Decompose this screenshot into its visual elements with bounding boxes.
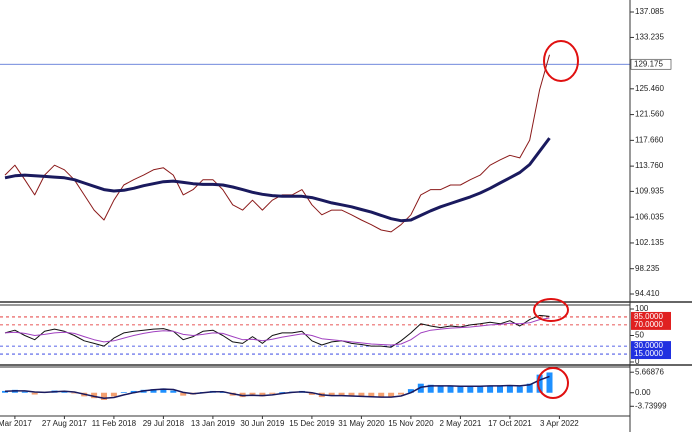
current-price-label-bg	[630, 58, 672, 70]
x-tick-label: Mar 2017	[0, 419, 32, 428]
level-label-bg	[631, 349, 671, 360]
histogram-bar	[170, 390, 177, 393]
histogram-bar	[160, 388, 167, 393]
y-tick-label: 102.135	[635, 238, 664, 247]
x-tick-label: 3 Apr 2022	[540, 419, 579, 428]
level-label-bg	[631, 311, 671, 322]
y-tick-label: 5.66876	[635, 367, 664, 376]
x-tick-label: 15 Dec 2019	[289, 419, 335, 428]
level-label-bg	[631, 341, 671, 352]
y-tick-label: 117.660	[635, 135, 664, 144]
plot-layer: 137.085 133.235 125.460 121.560 117.660 113.7…	[0, 7, 672, 428]
histogram-bar	[71, 392, 78, 394]
histogram-bar	[110, 392, 117, 397]
level-label: 70.0000	[634, 320, 663, 329]
histogram-bar	[130, 390, 137, 393]
histogram-bar	[338, 392, 345, 396]
y-tick-label: 94.410	[635, 289, 660, 298]
y-tick-label: 106.035	[635, 212, 664, 221]
histogram-bar	[526, 383, 533, 393]
series-line	[4, 314, 550, 348]
histogram-bar	[427, 384, 434, 393]
y-tick-label: 125.460	[635, 84, 664, 93]
histogram-bar	[120, 392, 127, 393]
x-tick-label: 13 Jan 2019	[191, 419, 236, 428]
histogram-bar	[506, 385, 513, 393]
histogram-bar	[477, 385, 484, 393]
level-label: 15.0000	[634, 349, 663, 358]
histogram-bar	[150, 389, 157, 393]
x-tick-label: 15 Nov 2020	[388, 419, 434, 428]
histogram-bar	[348, 392, 355, 397]
histogram-bar	[279, 392, 286, 393]
y-tick-label: 113.760	[635, 161, 664, 170]
histogram-bar	[308, 392, 315, 395]
histogram-bar	[447, 385, 454, 393]
histogram-bar	[249, 392, 256, 395]
x-tick-label: 30 Jun 2019	[240, 419, 285, 428]
level-label: 30.0000	[634, 341, 663, 350]
y-tick-label: 100	[635, 304, 649, 313]
y-tick-label: 133.235	[635, 33, 664, 42]
y-tick-label: 50	[635, 331, 644, 340]
histogram-bar	[457, 386, 464, 393]
histogram-bar	[417, 383, 424, 393]
series-line	[4, 137, 551, 223]
highlight-circle	[537, 367, 569, 399]
y-tick-label: -3.73999	[635, 401, 667, 410]
histogram-bar	[259, 392, 266, 397]
series-line	[4, 375, 550, 399]
x-tick-label: 11 Feb 2018	[92, 419, 137, 428]
histogram-bar	[487, 385, 494, 393]
x-tick-label: 2 May 2021	[439, 419, 481, 428]
histogram-bar	[388, 392, 395, 398]
y-tick-label: 109.935	[635, 187, 664, 196]
histogram-bar	[368, 392, 375, 398]
histogram-bar	[546, 372, 553, 393]
histogram-bar	[536, 374, 543, 393]
series-line	[4, 54, 550, 233]
highlight-circle	[543, 40, 579, 82]
level-label-bg	[631, 319, 671, 330]
y-tick-label: 121.560	[635, 110, 664, 119]
histogram-bar	[437, 386, 444, 393]
histogram-bar	[378, 392, 385, 398]
highlight-circle	[533, 298, 569, 322]
histogram-bar	[407, 389, 414, 393]
histogram-bar	[467, 386, 474, 393]
histogram-bar	[328, 392, 335, 397]
histogram-bar	[180, 392, 187, 396]
x-tick-label: 31 May 2020	[338, 419, 385, 428]
histogram-bar	[497, 386, 503, 393]
histogram-bar	[101, 392, 107, 400]
current-price-label: 129.175	[634, 59, 663, 68]
histogram-bar	[31, 392, 38, 395]
level-label: 85.0000	[634, 312, 663, 321]
histogram-bar	[516, 386, 523, 393]
y-tick-label: 0	[635, 357, 640, 366]
x-tick-label: 29 Jul 2018	[143, 419, 185, 428]
histogram-bar	[21, 391, 28, 393]
series-line	[4, 317, 550, 346]
histogram-bar	[219, 392, 226, 393]
y-tick-label: 98.235	[635, 264, 660, 273]
x-tick-label: 17 Oct 2021	[488, 419, 532, 428]
histogram-bar	[2, 390, 8, 393]
y-tick-label: 0.00	[635, 388, 651, 397]
histogram-bar	[91, 392, 98, 399]
y-tick-label: 137.085	[635, 7, 664, 16]
histogram-bar	[358, 392, 365, 397]
histogram-bar	[269, 392, 276, 394]
x-tick-label: 27 Aug 2017	[42, 419, 87, 428]
histogram-bar	[398, 392, 404, 395]
